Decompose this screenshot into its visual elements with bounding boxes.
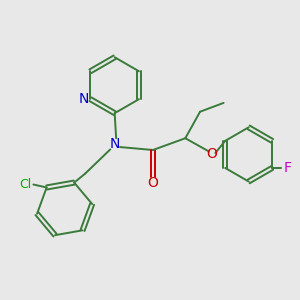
Text: O: O	[206, 147, 217, 161]
Text: O: O	[148, 176, 158, 190]
Text: F: F	[284, 161, 291, 175]
Text: N: N	[79, 92, 89, 106]
Text: Cl: Cl	[19, 178, 32, 191]
Text: N: N	[110, 137, 120, 151]
